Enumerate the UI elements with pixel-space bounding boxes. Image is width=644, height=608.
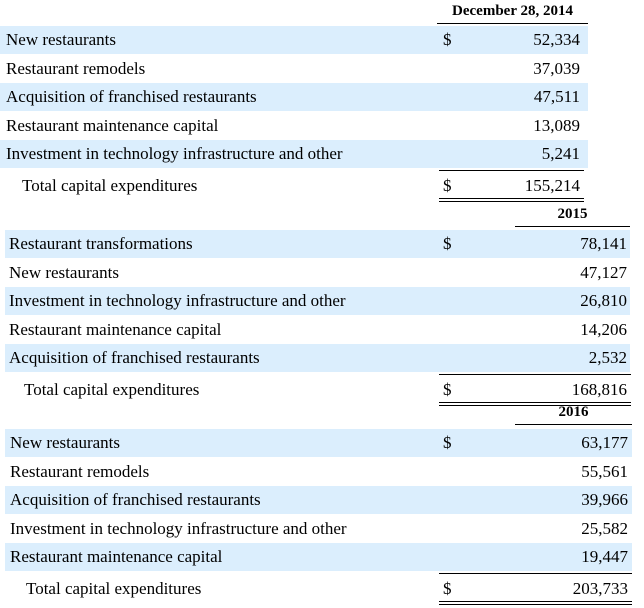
row-label: Investment in technology infrastructure … <box>10 518 347 538</box>
row-label: Investment in technology infrastructure … <box>6 144 343 163</box>
row-label: Restaurant maintenance capital <box>10 547 223 566</box>
row-value: 14,206 <box>580 319 627 339</box>
row-label: Acquisition of franchised restaurants <box>10 490 261 509</box>
total-value: 203,733 <box>572 578 628 598</box>
row-value: 39,966 <box>581 490 628 509</box>
total-label: Total capital expenditures <box>26 578 202 598</box>
row-value: 25,582 <box>581 518 628 538</box>
row-value: 52,334 <box>533 30 580 49</box>
total-value: 155,214 <box>524 175 580 195</box>
currency: $ <box>443 578 452 598</box>
header-rule <box>515 226 630 227</box>
row-shade <box>0 83 588 111</box>
row-value: 63,177 <box>581 433 628 452</box>
double-rule <box>439 402 631 403</box>
total-value: 168,816 <box>571 379 627 399</box>
row-value: 2,532 <box>588 348 627 367</box>
row-shade <box>0 140 588 168</box>
header-rule <box>437 23 588 24</box>
row-value: 47,127 <box>580 262 627 282</box>
row-label: Restaurant maintenance capital <box>6 115 219 135</box>
row-value: 19,447 <box>581 547 628 566</box>
row-label: Restaurant remodels <box>6 58 146 78</box>
row-value: 47,511 <box>533 87 580 106</box>
row-value: 5,241 <box>541 144 580 163</box>
row-value: 37,039 <box>533 58 580 78</box>
column-header: 2016 <box>558 404 589 420</box>
row-value: 55,561 <box>581 461 628 481</box>
row-shade <box>5 543 632 571</box>
subtotal-rule <box>439 373 631 375</box>
double-rule <box>439 604 632 605</box>
row-label: Restaurant maintenance capital <box>9 319 222 339</box>
row-value: 13,089 <box>533 115 580 135</box>
row-value: 26,810 <box>580 291 627 310</box>
total-label: Total capital expenditures <box>24 379 200 399</box>
row-label: New restaurants <box>9 262 119 282</box>
currency: $ <box>443 433 452 452</box>
row-label: Restaurant remodels <box>10 461 150 481</box>
row-label: Investment in technology infrastructure … <box>9 291 346 310</box>
row-label: Acquisition of franchised restaurants <box>6 87 257 106</box>
row-label: Acquisition of franchised restaurants <box>9 348 260 367</box>
row-shade <box>0 26 588 54</box>
row-shade <box>5 429 632 457</box>
currency: $ <box>443 234 452 253</box>
double-rule <box>439 601 632 602</box>
row-shade <box>5 486 632 514</box>
currency: $ <box>443 30 452 49</box>
row-value: 78,141 <box>580 234 627 253</box>
header-rule <box>515 424 632 425</box>
row-shade <box>5 287 630 315</box>
row-label: Restaurant transformations <box>9 234 193 253</box>
subtotal-rule <box>439 572 632 574</box>
total-label: Total capital expenditures <box>22 175 198 195</box>
column-header: December 28, 2014 <box>452 3 573 19</box>
column-header: 2015 <box>557 206 588 222</box>
double-rule <box>439 198 584 199</box>
row-shade <box>5 344 630 372</box>
subtotal-rule <box>439 169 584 171</box>
row-shade <box>5 230 630 258</box>
row-label: New restaurants <box>6 30 116 49</box>
currency: $ <box>443 175 452 195</box>
double-rule <box>439 405 631 406</box>
double-rule <box>439 201 584 202</box>
row-label: New restaurants <box>10 433 120 452</box>
currency: $ <box>443 379 452 399</box>
